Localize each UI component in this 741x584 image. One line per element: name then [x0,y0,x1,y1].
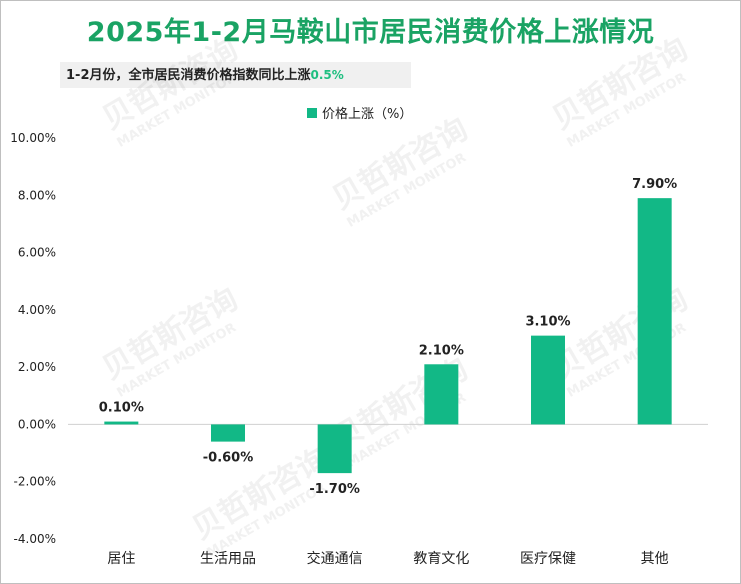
bar [211,424,245,442]
data-label: -1.70% [309,482,360,497]
y-tick-label: 10.00% [10,131,56,145]
y-tick-label: -4.00% [14,532,56,546]
chart-title: 2025年1-2月马鞍山市居民消费价格上涨情况 [86,17,655,48]
legend: 价格上涨（%） [307,106,412,122]
data-label: 7.90% [632,177,677,192]
y-tick-label: 4.00% [18,303,56,317]
data-label: 0.10% [99,401,144,416]
y-tick-label: 0.00% [18,417,56,431]
y-tick-label: -2.00% [14,475,56,489]
x-category-label: 其他 [641,551,669,567]
y-tick-label: 8.00% [18,188,56,202]
x-category-label: 医疗保健 [520,551,576,567]
x-category-label: 教育文化 [413,551,469,567]
x-category-label: 生活用品 [200,551,256,567]
data-label: -0.60% [203,451,254,466]
bar [104,421,139,425]
x-category-label: 居住 [107,551,135,567]
data-label: 2.10% [419,343,464,358]
y-tick-label: 6.00% [18,246,56,260]
bar [424,364,459,425]
bar [637,198,672,425]
subtitle-text: 1-2月份，全市居民消费价格指数同比上涨 [66,68,311,83]
x-category-label: 交通通信 [307,550,363,567]
data-label: 3.10% [525,315,570,330]
subtitle-box: 1-2月份，全市居民消费价格指数同比上涨0.5% [60,62,411,88]
legend-label: 价格上涨（%） [322,106,412,122]
bar [531,335,565,425]
y-tick-label: 2.00% [18,360,56,374]
legend-swatch [307,108,317,118]
subtitle-highlight: 0.5% [310,68,344,82]
bar [317,424,352,474]
